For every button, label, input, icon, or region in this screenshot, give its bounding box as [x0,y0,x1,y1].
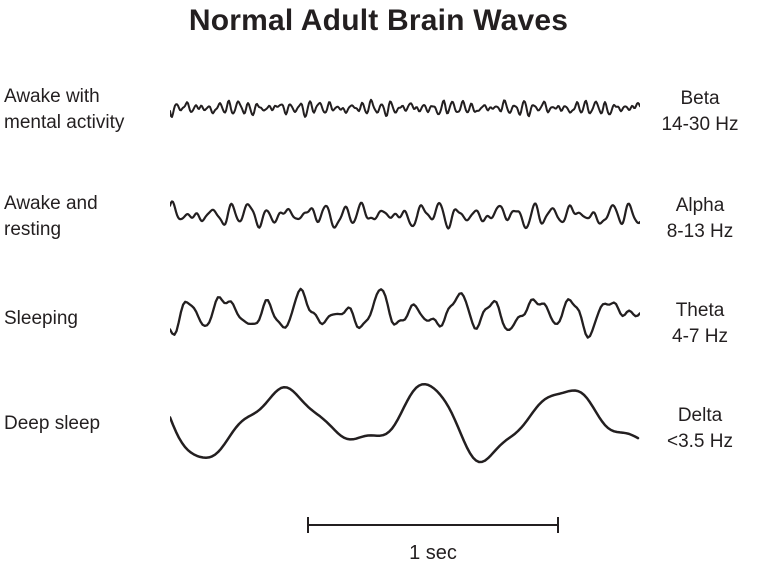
theta-waveform [170,287,640,339]
band-label-beta: Beta 14-30 Hz [644,86,756,138]
state-label-sleeping: Sleeping [4,306,169,332]
state-label-line: mental activity [4,112,125,133]
state-label-line: resting [4,219,62,240]
band-frequency: 14-30 Hz [661,114,739,135]
alpha-waveform [170,200,640,230]
state-label-deep-sleep: Deep sleep [4,411,169,437]
band-name: Beta [680,88,720,109]
band-name: Theta [675,300,725,321]
beta-wave-trace [170,98,640,118]
band-frequency: <3.5 Hz [666,431,733,452]
state-label-line: Awake with [4,86,100,107]
band-label-alpha: Alpha 8-13 Hz [644,193,756,245]
band-name: Alpha [675,195,725,216]
delta-waveform [170,382,640,464]
band-frequency: 8-13 Hz [666,221,734,242]
beta-waveform [170,98,640,118]
theta-wave-trace [170,287,640,339]
state-label-awake-mental: Awake with mental activity [4,84,169,136]
time-scale-label: 1 sec [409,542,457,564]
band-name: Delta [677,405,723,426]
state-label-awake-resting: Awake and resting [4,191,169,243]
delta-wave-trace [170,382,640,464]
band-frequency: 4-7 Hz [672,326,728,347]
state-label-line: Deep sleep [4,413,101,434]
state-label-line: Sleeping [4,308,78,329]
band-label-delta: Delta <3.5 Hz [644,403,756,455]
time-scale-bar [307,517,559,533]
diagram-title: Normal Adult Brain Waves [188,4,569,37]
state-label-line: Awake and [4,193,98,214]
alpha-wave-trace [170,200,640,230]
band-label-theta: Theta 4-7 Hz [644,298,756,350]
